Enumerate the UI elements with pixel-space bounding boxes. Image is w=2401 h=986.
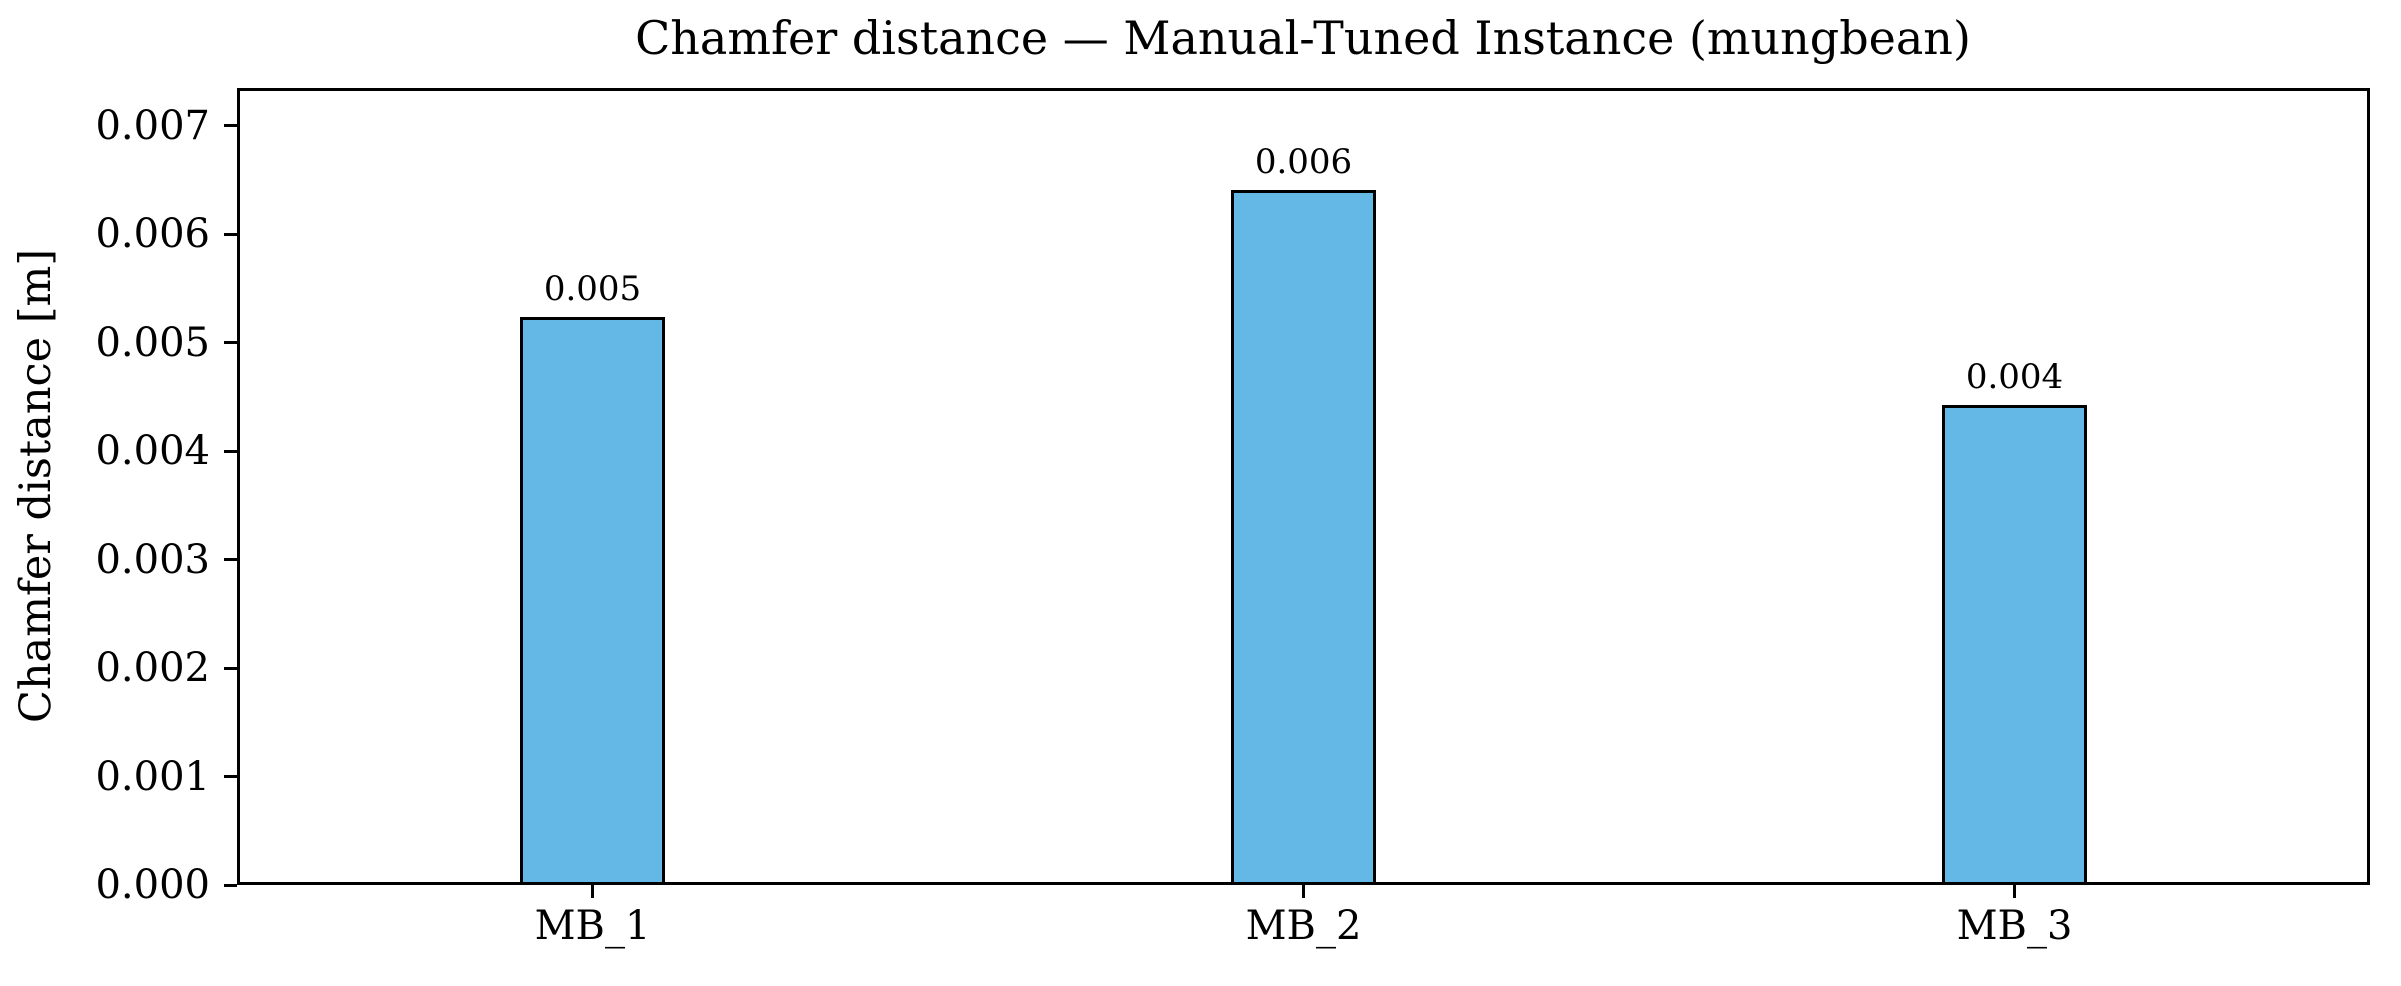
y-tick-mark [224, 449, 237, 453]
y-tick-mark [224, 666, 237, 670]
y-tick-label: 0.005 [95, 319, 210, 366]
bar-value-label: 0.006 [1254, 141, 1353, 182]
y-tick-label: 0.003 [95, 536, 210, 583]
y-tick-mark [224, 232, 237, 236]
x-tick-label: MB_3 [1956, 903, 2073, 949]
bar-value-label: 0.004 [1965, 356, 2064, 397]
x-tick-mark [591, 885, 594, 898]
bar [1230, 189, 1376, 885]
x-tick-mark [2013, 885, 2016, 898]
y-tick-label: 0.007 [95, 102, 210, 149]
x-tick-mark [1302, 885, 1305, 898]
bar-value-label: 0.005 [543, 268, 642, 309]
y-tick-mark [224, 558, 237, 562]
y-tick-label: 0.006 [95, 211, 210, 258]
y-tick-mark [224, 775, 237, 779]
y-tick-mark [224, 883, 237, 887]
y-tick-mark [224, 124, 237, 128]
x-tick-label: MB_2 [1245, 903, 1362, 949]
y-tick-label: 0.004 [95, 428, 210, 475]
y-tick-label: 0.002 [95, 645, 210, 692]
y-tick-label: 0.000 [95, 862, 210, 908]
chart-title: Chamfer distance — Manual-Tuned Instance… [635, 11, 1971, 65]
bar [519, 316, 665, 885]
bar [1941, 404, 2087, 885]
y-tick-mark [224, 341, 237, 345]
x-tick-label: MB_1 [534, 903, 651, 949]
y-tick-label: 0.001 [95, 753, 210, 800]
